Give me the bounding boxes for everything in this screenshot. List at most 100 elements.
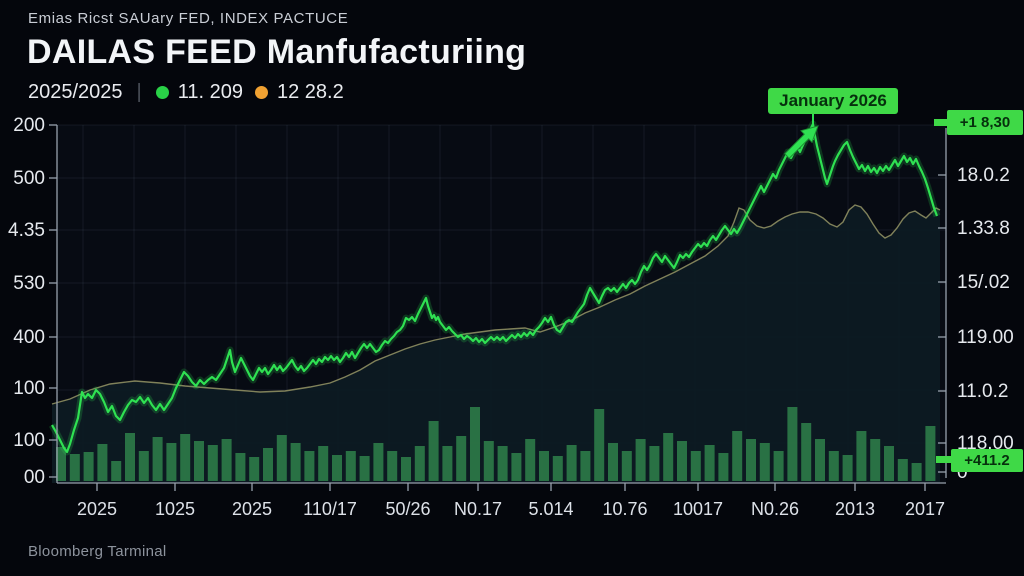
x-axis-label: 5.014 <box>528 499 573 519</box>
volume-bar <box>470 407 480 481</box>
y-axis-left-label: 100 <box>13 430 45 451</box>
volume-bar <box>194 441 204 481</box>
volume-bar <box>704 445 715 481</box>
volume-bar <box>345 451 356 481</box>
volume-bar <box>442 446 453 481</box>
volume-bar <box>111 461 122 481</box>
volume-bar <box>621 451 632 481</box>
volume-bar <box>732 431 743 481</box>
volume-bar <box>497 446 508 481</box>
volume-bar <box>97 444 108 481</box>
x-axis-label: 10017 <box>673 499 723 519</box>
volume-bar <box>870 439 881 481</box>
x-axis-label: 10.76 <box>602 499 647 519</box>
x-axis-label: 50/26 <box>385 499 430 519</box>
y-axis-left-label: 400 <box>13 327 45 348</box>
annotation-arrow-icon <box>784 125 819 160</box>
x-axis-label: 1025 <box>155 499 195 519</box>
legend-value-primary: 11. 209 <box>177 81 243 103</box>
ma-line <box>51 204 941 405</box>
volume-bar <box>207 445 218 481</box>
y-axis-right-label: 18.0.2 <box>957 165 1010 186</box>
x-axis-label: 2025 <box>77 499 117 519</box>
volume-bar <box>263 448 273 481</box>
volume-bar <box>401 457 411 481</box>
y-axis-right-label: 119.00 <box>957 327 1014 348</box>
volume-bar <box>746 439 756 481</box>
volume-bar <box>815 439 825 481</box>
volume-bar <box>304 451 315 481</box>
volume-bar <box>166 443 177 481</box>
volume-bar <box>525 439 536 481</box>
volume-bar <box>83 452 94 481</box>
volume-bar <box>925 426 936 481</box>
volume-bar <box>387 451 398 481</box>
volume-bar <box>718 453 729 481</box>
y-axis-left-label: 4.35 <box>8 220 45 241</box>
ma-area-fill <box>52 205 940 483</box>
volume-bar <box>801 423 812 481</box>
x-axis-label: N0.17 <box>454 499 502 519</box>
volume-bar <box>884 446 894 481</box>
y-axis-right-label: 118.00 <box>957 433 1014 454</box>
volume-bar <box>332 455 342 481</box>
volume-bar <box>152 437 163 481</box>
x-axis-label: 2013 <box>835 499 875 519</box>
volume-bar <box>414 446 425 481</box>
change-badge-top: +1 8,30 <box>934 110 1023 135</box>
green-dot-icon <box>155 86 169 99</box>
volume-bar <box>428 421 439 481</box>
x-axis-label: 2025 <box>232 499 272 519</box>
y-axis-right-label: 1.33.8 <box>957 218 1010 239</box>
volume-bar <box>249 457 260 481</box>
x-axis-label: N0.26 <box>751 499 799 519</box>
volume-bar <box>276 435 287 481</box>
volume-bar <box>539 451 549 481</box>
volume-bar <box>608 443 618 481</box>
volume-bar <box>856 431 867 481</box>
volume-bar <box>125 433 135 481</box>
volume-bar <box>663 433 674 481</box>
x-axis-label: 2017 <box>905 499 945 519</box>
volume-bar <box>290 443 301 481</box>
legend-item-primary: 11. 209 <box>155 81 243 104</box>
legend-value-secondary: 12 28.2 <box>277 81 344 103</box>
volume-bar <box>221 439 232 481</box>
volume-bar <box>773 451 784 481</box>
period-label: 2025/2025 <box>28 81 123 103</box>
volume-bar <box>373 443 384 481</box>
y-axis-left-label: 100 <box>13 378 45 399</box>
volume-bar <box>138 451 149 481</box>
volume-bar <box>649 446 660 481</box>
volume-bar <box>842 455 853 481</box>
y-axis-left-label: 00 <box>24 467 45 488</box>
volume-bar <box>566 445 577 481</box>
volume-bar <box>456 436 467 481</box>
volume-bar <box>69 454 80 481</box>
volume-bar <box>787 407 798 481</box>
chart-meta-row: 2025/2025 | 11. 209 12 28.2 <box>28 81 344 104</box>
annotation-badge: January 2026 <box>768 88 898 114</box>
y-axis-left-label: 530 <box>13 273 45 294</box>
volume-bar <box>235 453 246 481</box>
x-axis-label: 110/17 <box>303 499 357 519</box>
y-axis-left-label: 200 <box>13 115 45 136</box>
volume-bar <box>580 451 591 481</box>
orange-dot-icon <box>255 86 268 99</box>
volume-bar <box>359 456 370 481</box>
volume-bar <box>911 463 922 481</box>
chart-subtitle: Emias Ricst SAUary FED, INDEX PACTUCE <box>28 10 349 27</box>
y-axis-left-label: 500 <box>13 168 45 189</box>
volume-bar <box>56 447 66 481</box>
volume-bar <box>318 446 329 481</box>
volume-bar <box>180 434 191 481</box>
volume-bar <box>483 441 494 481</box>
y-axis-right-label: 15/.02 <box>957 272 1010 293</box>
volume-bar <box>677 441 687 481</box>
volume-bar <box>690 451 701 481</box>
page-title: DAILAS FEED Manfufacturiing <box>27 33 527 71</box>
legend-item-secondary: 12 28.2 <box>255 81 344 104</box>
brand-watermark: Bloomberg Tarminal <box>28 543 167 560</box>
